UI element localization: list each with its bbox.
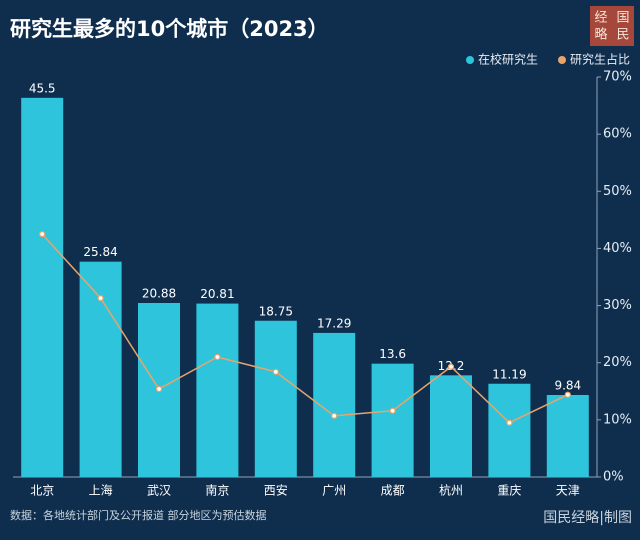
y2-tick-label: 60% xyxy=(603,127,632,142)
x-tick-label: 天津 xyxy=(556,484,580,498)
line-point xyxy=(389,407,396,414)
bar xyxy=(21,97,64,477)
legend-label: 在校研究生 xyxy=(478,52,538,67)
logo-char: 经 xyxy=(594,11,607,26)
value-label: 45.5 xyxy=(29,81,56,95)
x-tick-label: 成都 xyxy=(381,484,405,498)
value-label: 25.84 xyxy=(83,245,117,259)
bar xyxy=(196,303,239,477)
legend-label: 研究生占比 xyxy=(570,52,630,67)
value-label: 18.75 xyxy=(259,304,293,318)
x-tick-label: 上海 xyxy=(89,483,113,498)
line-point xyxy=(331,412,338,419)
source-note: 数据：各地统计部门及公开报道 部分地区为预估数据 xyxy=(10,508,267,522)
x-tick-label: 武汉 xyxy=(147,484,171,498)
logo-char: 略 xyxy=(594,27,607,43)
value-label: 9.84 xyxy=(554,379,581,393)
x-tick-label: 杭州 xyxy=(439,483,463,498)
chart-title: 研究生最多的10个城市（2023） xyxy=(10,17,329,41)
x-tick-label: 广州 xyxy=(322,484,346,498)
x-tick-label: 南京 xyxy=(205,483,229,498)
line xyxy=(41,233,569,424)
logo-box xyxy=(590,6,634,46)
y2-tick-label: 50% xyxy=(603,184,632,199)
line-point xyxy=(214,353,221,361)
line-point xyxy=(564,391,571,398)
x-tick-label: 北京 xyxy=(30,484,54,498)
bar xyxy=(430,375,472,477)
line-point xyxy=(272,368,279,375)
bar xyxy=(371,363,414,477)
y2-tick-label: 40% xyxy=(603,241,632,256)
x-tick-label: 重庆 xyxy=(497,484,521,498)
y2-tick-label: 0% xyxy=(603,470,624,485)
y2-tick-label: 20% xyxy=(603,355,632,370)
y2-tick-label: 30% xyxy=(603,298,632,313)
value-label: 17.29 xyxy=(317,316,351,330)
logo-char: 民 xyxy=(616,28,629,43)
bar xyxy=(488,383,531,477)
line-point xyxy=(97,295,104,302)
x-tick-label: 西安 xyxy=(264,483,288,498)
credit: 国民经略|制图 xyxy=(543,510,632,526)
logo-char: 国 xyxy=(616,11,629,26)
line-point xyxy=(447,363,455,370)
line-point xyxy=(39,231,46,238)
line-point xyxy=(506,419,513,426)
bar xyxy=(79,261,122,477)
legend-marker xyxy=(558,56,566,64)
y2-tick-label: 70% xyxy=(603,70,632,85)
bar xyxy=(546,395,589,477)
value-label: 13.6 xyxy=(379,347,406,361)
value-label: 20.88 xyxy=(142,287,176,301)
legend-marker xyxy=(466,56,474,64)
line-point xyxy=(155,385,163,393)
y2-tick-label: 10% xyxy=(603,412,632,427)
bar xyxy=(254,320,297,477)
value-label: 20.81 xyxy=(200,287,234,301)
value-label: 11.19 xyxy=(492,367,526,381)
